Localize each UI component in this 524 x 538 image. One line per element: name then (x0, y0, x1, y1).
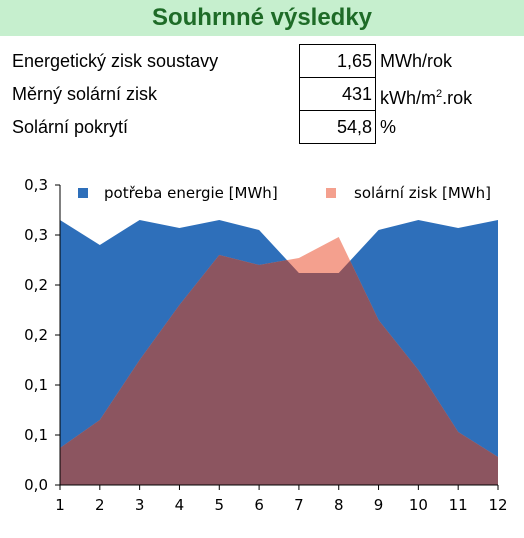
legend-swatch-demand (78, 188, 88, 198)
solar-coverage-value[interactable]: 54,8 (299, 111, 376, 143)
value-separator (299, 77, 376, 78)
x-tick-label: 6 (254, 496, 264, 514)
x-tick-label: 5 (214, 496, 224, 514)
x-tick-label: 12 (488, 496, 507, 514)
specific-gain-unit: kWh/m2.rok (380, 88, 473, 108)
summary-row-solar-coverage: Solární pokrytí 54,8 % (0, 111, 524, 143)
chart-legend: potřeba energie [MWh] solární zisk [MWh] (78, 184, 491, 202)
summary-row-energy-gain: Energetický zisk soustavy 1,65 MWh/rok (0, 45, 524, 77)
area-chart: 0,00,10,10,20,20,30,31 2 3 4 5 6 7 8 9 10 11 12 pot… (24, 176, 507, 514)
y-tick-label: 0,2 (24, 326, 48, 344)
y-tick-label: 0,3 (24, 226, 48, 244)
x-tick-label: 1 (55, 496, 65, 514)
solar-coverage-unit: % (380, 117, 397, 137)
y-tick-label: 0,3 (24, 176, 48, 194)
x-tick-label: 8 (334, 496, 344, 514)
energy-gain-value[interactable]: 1,65 (299, 45, 376, 77)
specific-gain-value[interactable]: 431 (299, 78, 376, 110)
y-tick-label: 0,1 (24, 376, 48, 394)
value-box-bottom-border (299, 143, 376, 144)
x-tick-label: 10 (409, 496, 428, 514)
x-tick-label: 11 (449, 496, 468, 514)
x-tick-label: 9 (374, 496, 384, 514)
energy-gain-label: Energetický zisk soustavy (12, 51, 219, 71)
y-tick-label: 0,0 (24, 476, 48, 494)
solar-coverage-label: Solární pokrytí (12, 117, 129, 137)
x-tick-label: 4 (175, 496, 185, 514)
summary-row-specific-gain: Měrný solární zisk 431 kWh/m2.rok (0, 78, 524, 110)
x-tick-label: 3 (135, 496, 145, 514)
value-separator (299, 110, 376, 111)
legend-label-demand: potřeba energie [MWh] (104, 184, 278, 202)
x-tick-label: 7 (294, 496, 304, 514)
specific-gain-label: Měrný solární zisk (12, 84, 158, 104)
title-bar: Souhrnné výsledky (0, 0, 524, 36)
legend-label-solar: solární zisk [MWh] (354, 184, 491, 202)
y-tick-label: 0,1 (24, 426, 48, 444)
x-tick-label: 2 (95, 496, 105, 514)
energy-gain-unit: MWh/rok (380, 51, 452, 71)
page-title: Souhrnné výsledky (151, 4, 373, 31)
legend-swatch-solar (326, 188, 336, 198)
value-box-top-border (299, 44, 376, 45)
y-tick-label: 0,2 (24, 276, 48, 294)
